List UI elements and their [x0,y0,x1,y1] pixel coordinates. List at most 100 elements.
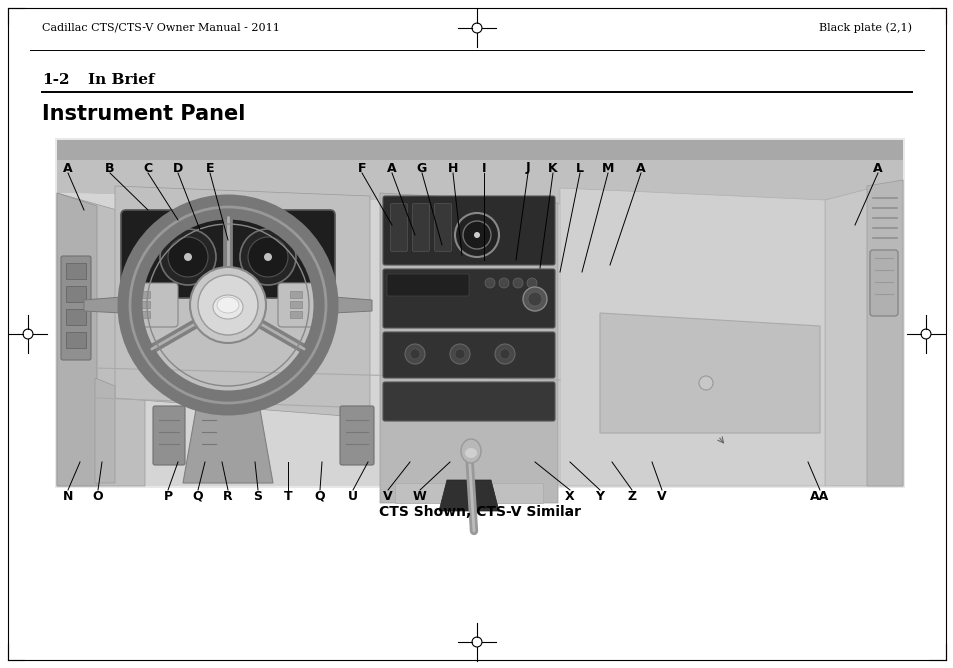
Circle shape [527,292,541,306]
Text: A: A [387,162,396,174]
Bar [138,291,150,298]
FancyBboxPatch shape [387,274,469,296]
Polygon shape [559,188,824,486]
Circle shape [455,213,498,257]
Circle shape [522,287,546,311]
Text: O: O [92,490,103,502]
Text: A: A [63,162,72,174]
Circle shape [450,344,470,364]
Text: Cadillac CTS/CTS-V Owner Manual - 2011: Cadillac CTS/CTS-V Owner Manual - 2011 [42,23,279,33]
FancyBboxPatch shape [339,406,374,465]
FancyBboxPatch shape [121,210,335,298]
FancyBboxPatch shape [382,196,555,265]
Text: T: T [283,490,292,502]
Bar [290,291,302,298]
Text: N: N [63,490,73,502]
Text: X: X [564,490,575,502]
FancyBboxPatch shape [434,204,451,251]
Circle shape [474,232,479,238]
Circle shape [526,278,537,288]
FancyBboxPatch shape [869,250,897,316]
Text: W: W [413,490,426,502]
Text: V: V [657,490,666,502]
Circle shape [168,237,208,277]
Polygon shape [866,180,902,486]
Bar [138,301,150,308]
Bar [66,263,86,279]
Ellipse shape [216,297,239,313]
Text: Y: Y [595,490,604,502]
Polygon shape [84,297,122,313]
FancyBboxPatch shape [382,332,555,378]
Ellipse shape [464,448,476,458]
Text: CTS Shown, CTS-V Similar: CTS Shown, CTS-V Similar [378,505,580,519]
Text: 1-2: 1-2 [42,73,70,87]
Bar [66,332,86,348]
Text: R: R [223,490,233,502]
Circle shape [240,229,295,285]
Text: V: V [383,490,393,502]
Text: In Brief: In Brief [88,73,154,87]
Circle shape [184,253,192,261]
Bar [138,311,150,318]
Text: J: J [525,162,530,174]
Bar [66,309,86,325]
FancyBboxPatch shape [61,256,91,360]
Text: I: I [481,162,486,174]
Text: E: E [206,162,214,174]
Circle shape [190,267,266,343]
Ellipse shape [213,295,243,319]
Text: H: H [447,162,457,174]
Bar [57,140,902,160]
Text: F: F [357,162,366,174]
Text: Q: Q [193,490,203,502]
FancyBboxPatch shape [152,406,185,465]
Polygon shape [57,193,145,486]
Polygon shape [395,483,542,503]
FancyBboxPatch shape [195,406,222,465]
Polygon shape [57,140,902,213]
Bar [66,286,86,302]
Circle shape [462,221,491,249]
Text: B: B [105,162,114,174]
Circle shape [495,344,515,364]
Bar [290,301,302,308]
Text: M: M [601,162,614,174]
Text: C: C [143,162,152,174]
Text: AA: AA [809,490,829,502]
Bar [55,138,904,488]
Text: A: A [636,162,645,174]
FancyBboxPatch shape [277,283,328,327]
Text: D: D [172,162,183,174]
Polygon shape [57,193,97,486]
FancyBboxPatch shape [128,283,178,327]
Circle shape [499,349,510,359]
Polygon shape [824,180,902,486]
Text: L: L [576,162,583,174]
Polygon shape [379,193,558,503]
Text: S: S [253,490,262,502]
Circle shape [405,344,424,364]
Ellipse shape [460,439,480,463]
Circle shape [198,275,257,335]
FancyBboxPatch shape [382,269,555,328]
Text: G: G [416,162,427,174]
Text: Instrument Panel: Instrument Panel [42,104,245,124]
Circle shape [699,376,712,390]
FancyBboxPatch shape [412,204,429,251]
Polygon shape [57,193,902,486]
Text: Black plate (2,1): Black plate (2,1) [818,23,911,33]
Polygon shape [438,480,498,511]
Text: U: U [348,490,357,502]
Circle shape [264,253,272,261]
Circle shape [498,278,509,288]
Polygon shape [95,378,115,483]
Polygon shape [599,313,820,433]
FancyBboxPatch shape [382,382,555,421]
Polygon shape [183,398,273,483]
Text: Q: Q [314,490,325,502]
Circle shape [513,278,522,288]
Text: K: K [548,162,558,174]
Text: A: A [872,162,882,174]
Polygon shape [334,297,372,313]
